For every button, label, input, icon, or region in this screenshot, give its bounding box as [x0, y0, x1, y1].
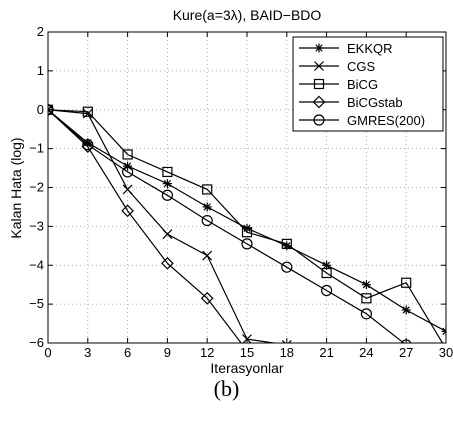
series-group	[48, 103, 446, 343]
y-tick-label: 1	[37, 63, 44, 78]
x-axis-label: Iterasyonlar	[210, 360, 283, 376]
x-tick-label: 18	[280, 345, 294, 360]
figure-caption: (b)	[213, 376, 240, 401]
data-point-ekkqr	[322, 260, 332, 270]
legend-label-gmres-200: GMRES(200)	[347, 113, 425, 128]
x-tick-label: 12	[200, 345, 214, 360]
x-tick-label: 6	[124, 345, 131, 360]
data-point-bicg	[321, 267, 332, 279]
legend-label-ekkqr: EKKQR	[347, 41, 393, 56]
data-point-gmres-200	[48, 104, 54, 116]
x-tick-label: 30	[439, 345, 453, 360]
data-point-bicg	[361, 293, 372, 304]
x-tick-label: 0	[44, 345, 51, 360]
data-point-cgs	[281, 340, 292, 343]
x-tick-label: 21	[319, 345, 333, 360]
data-point-ekkqr	[361, 280, 371, 290]
y-tick-label: −5	[29, 296, 44, 311]
legend-marker-gmres-200	[313, 114, 325, 126]
data-point-cgs	[122, 184, 133, 195]
chart-title: Kure(a=3λ), BAID−BDO	[173, 7, 322, 23]
legend-marker-cgs	[314, 61, 324, 71]
data-point-bicg	[202, 184, 213, 195]
data-point-bicg	[162, 166, 173, 178]
data-point-bicgstab	[161, 256, 174, 270]
data-point-gmres-200	[161, 189, 173, 201]
x-tick-label: 3	[84, 345, 91, 360]
x-tick-label: 24	[359, 345, 373, 360]
data-point-gmres-200	[281, 261, 293, 273]
data-point-bicg	[281, 238, 292, 249]
x-tick-label: 15	[240, 345, 254, 360]
legend-label-cgs: CGS	[347, 59, 376, 74]
legend: EKKQR CGS BiCG BiCGstab GMRES(200)	[292, 36, 444, 132]
data-point-bicg	[82, 106, 93, 117]
data-point-gmres-200	[201, 214, 213, 227]
series-line-gmres-200	[48, 109, 405, 343]
data-point-bicg	[122, 149, 133, 160]
data-point-cgs	[162, 229, 173, 240]
data-point-cgs	[242, 334, 252, 343]
series-bicgstab	[48, 103, 242, 343]
data-point-bicg	[401, 277, 412, 288]
y-tick-label: −6	[29, 335, 44, 350]
y-tick-label: 2	[37, 24, 44, 39]
y-tick-label: 0	[37, 102, 44, 117]
y-tick-label: −2	[29, 180, 44, 195]
y-tick-label: −4	[29, 257, 44, 272]
data-point-gmres-200	[82, 139, 94, 151]
data-point-bicgstab	[121, 204, 134, 218]
series-line-bicg	[48, 109, 444, 343]
data-point-ekkqr	[401, 305, 411, 315]
data-point-gmres-200	[121, 166, 134, 178]
legend-label-bicg: BiCG	[347, 77, 378, 92]
data-point-ekkqr	[123, 161, 133, 171]
legend-label-bicgstab: BiCGstab	[347, 95, 403, 110]
data-point-bicgstab	[200, 291, 214, 305]
series-gmres-200	[48, 104, 412, 343]
legend-marker-bicg	[313, 78, 325, 90]
plot-frame	[47, 31, 447, 344]
x-tick-label: 9	[164, 345, 171, 360]
data-point-ekkqr	[202, 202, 212, 212]
y-tick-label: −1	[29, 141, 44, 156]
data-point-gmres-200	[321, 284, 333, 297]
legend-marker-ekkqr	[314, 43, 324, 53]
data-point-gmres-200	[241, 238, 253, 250]
data-point-bicg	[241, 227, 253, 238]
data-point-bicgstab	[48, 103, 55, 117]
data-point-ekkqr	[441, 326, 446, 336]
y-axis-label: Kalan Hata (log)	[8, 137, 24, 238]
data-point-cgs	[202, 250, 213, 261]
legend-marker-bicgstab	[312, 95, 326, 109]
y-tick-label: −3	[29, 218, 44, 233]
data-point-gmres-200	[360, 308, 372, 320]
data-point-gmres-200	[400, 339, 412, 343]
series-line-bicgstab	[48, 109, 242, 343]
data-point-ekkqr	[162, 179, 172, 189]
x-tick-label: 27	[399, 345, 413, 360]
data-point-bicgstab	[81, 140, 95, 154]
